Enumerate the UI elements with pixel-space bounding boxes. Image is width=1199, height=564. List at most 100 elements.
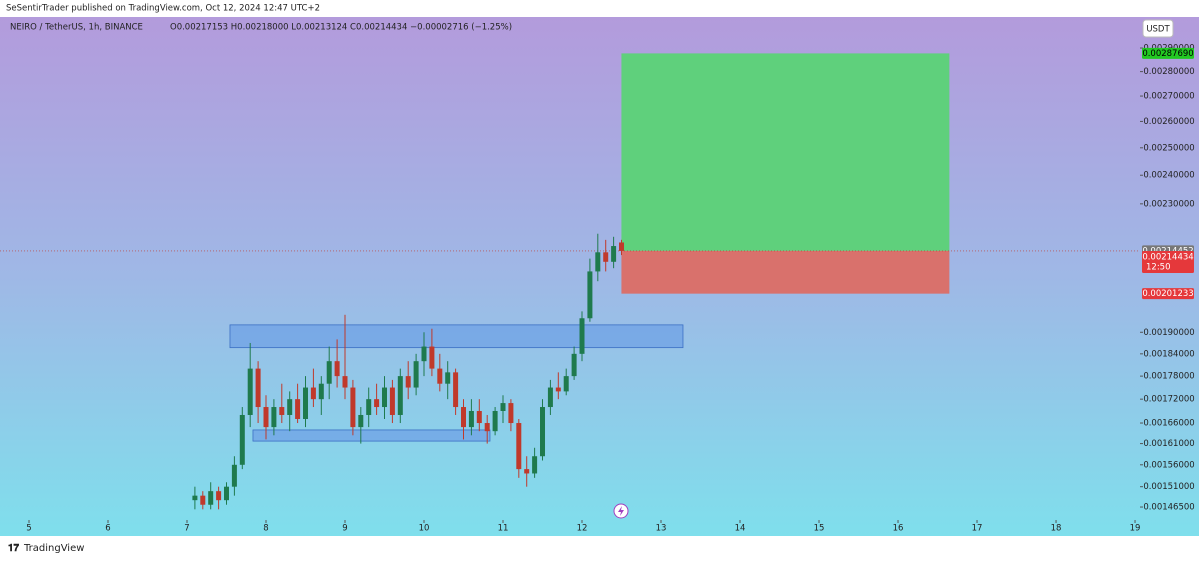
loss-zone [621, 250, 950, 294]
candle-body [216, 491, 222, 501]
candle-body [239, 414, 245, 465]
candle-body [366, 399, 372, 415]
candle-body [231, 464, 237, 487]
candle-body [619, 242, 625, 251]
candle-body [271, 407, 277, 428]
footer: 𝟏𝟕 TradingView [8, 543, 84, 554]
candle-body [326, 361, 332, 384]
logo-mark: 𝟏𝟕 [8, 543, 20, 554]
candle-body [595, 252, 601, 272]
x-tick-label: 17 [972, 524, 983, 534]
candle-body [350, 387, 356, 428]
price-badge-label: 0.00201233 [1142, 289, 1193, 299]
x-tick-label: 10 [419, 524, 430, 534]
y-tick-label: 0.00184000 [1143, 349, 1194, 359]
x-tick-label: 13 [656, 524, 667, 534]
publish-info: SeSentirTrader published on TradingView.… [6, 4, 320, 14]
candle-body [445, 372, 451, 384]
symbol: NEIRO / TetherUS, 1h, BINANCE [10, 23, 143, 33]
candle-body [247, 368, 253, 415]
y-tick-label: 0.00178000 [1143, 372, 1194, 382]
x-tick-label: 5 [26, 524, 31, 534]
zone [252, 429, 491, 442]
currency[interactable]: USDT [1146, 25, 1170, 35]
candle-body [579, 318, 585, 354]
candle-body [200, 495, 206, 505]
candle-body [374, 399, 380, 408]
candle-body [437, 368, 443, 384]
candle-body [547, 387, 553, 408]
brand: TradingView [23, 543, 84, 554]
x-tick-label: 15 [814, 524, 825, 534]
y-tick-label: 0.00151000 [1143, 482, 1194, 492]
price-badge [1142, 250, 1194, 273]
price-badge-label: 0.00214434 [1142, 252, 1193, 262]
y-tick-label: 0.00161000 [1143, 439, 1194, 449]
candle-body [571, 353, 577, 377]
y-tick-label: 0.00146500 [1143, 503, 1194, 513]
candle-body [342, 376, 348, 388]
y-tick-label: 0.00156000 [1143, 460, 1194, 470]
x-tick-label: 18 [1051, 524, 1062, 534]
y-tick-label: 0.00270000 [1143, 92, 1194, 102]
countdown: 12:50 [1146, 262, 1171, 272]
candle-body [318, 383, 324, 400]
candle-body [255, 368, 261, 408]
candle-body [334, 361, 340, 377]
candle-body [555, 387, 561, 392]
candle-body [223, 486, 229, 501]
chart-background [0, 17, 1199, 536]
candle-body [389, 387, 395, 415]
y-tick-label: 0.00166000 [1143, 419, 1194, 429]
x-tick-label: 6 [105, 524, 110, 534]
candle-body [295, 399, 301, 419]
x-tick-label: 7 [184, 524, 189, 534]
candle-body [484, 423, 490, 432]
x-tick-label: 19 [1130, 524, 1141, 534]
x-tick-label: 8 [263, 524, 268, 534]
candle-body [429, 346, 435, 369]
y-tick-label: 0.00172000 [1143, 395, 1194, 405]
candle-body [263, 407, 269, 428]
candle-body [413, 361, 419, 388]
candle-body [303, 387, 309, 419]
candle-body [492, 410, 498, 432]
candle-body [405, 376, 411, 388]
candle-body [524, 469, 530, 474]
profit-zone [621, 53, 950, 251]
y-tick-label: 0.00260000 [1143, 117, 1194, 127]
x-tick-label: 12 [577, 524, 588, 534]
x-tick-label: 14 [735, 524, 746, 534]
candle-body [500, 403, 506, 411]
candle-body [453, 372, 459, 408]
zone [229, 324, 684, 349]
lightning-icon[interactable] [613, 503, 629, 519]
candle-body [397, 376, 403, 415]
price-badge [1142, 288, 1194, 300]
y-tick-label: 0.00190000 [1143, 328, 1194, 338]
candle-body [192, 495, 198, 501]
y-tick-label: 0.00230000 [1143, 199, 1194, 209]
candle-body [421, 346, 427, 362]
candle-body [208, 491, 214, 505]
plot: 56789101112131415161718190.002900000.002… [0, 44, 1195, 534]
ohlc: O0.00217153 H0.00218000 L0.00213124 C0.0… [170, 23, 512, 33]
candle-body [611, 246, 617, 262]
y-tick-label: 0.00240000 [1143, 171, 1194, 181]
x-tick-label: 9 [342, 524, 347, 534]
candle-body [468, 410, 474, 428]
candle-body [508, 403, 514, 424]
candle-body [287, 399, 293, 415]
price-badge [1142, 47, 1194, 59]
currency-box[interactable] [1142, 19, 1174, 38]
candle-body [310, 387, 316, 400]
x-tick-label: 11 [498, 524, 509, 534]
candle-body [532, 456, 538, 474]
price-badge-label: 0.00287690 [1142, 49, 1193, 59]
candle-body [279, 407, 285, 415]
x-tick-label: 16 [893, 524, 904, 534]
candle-body [540, 407, 546, 457]
candle-body [603, 252, 609, 262]
